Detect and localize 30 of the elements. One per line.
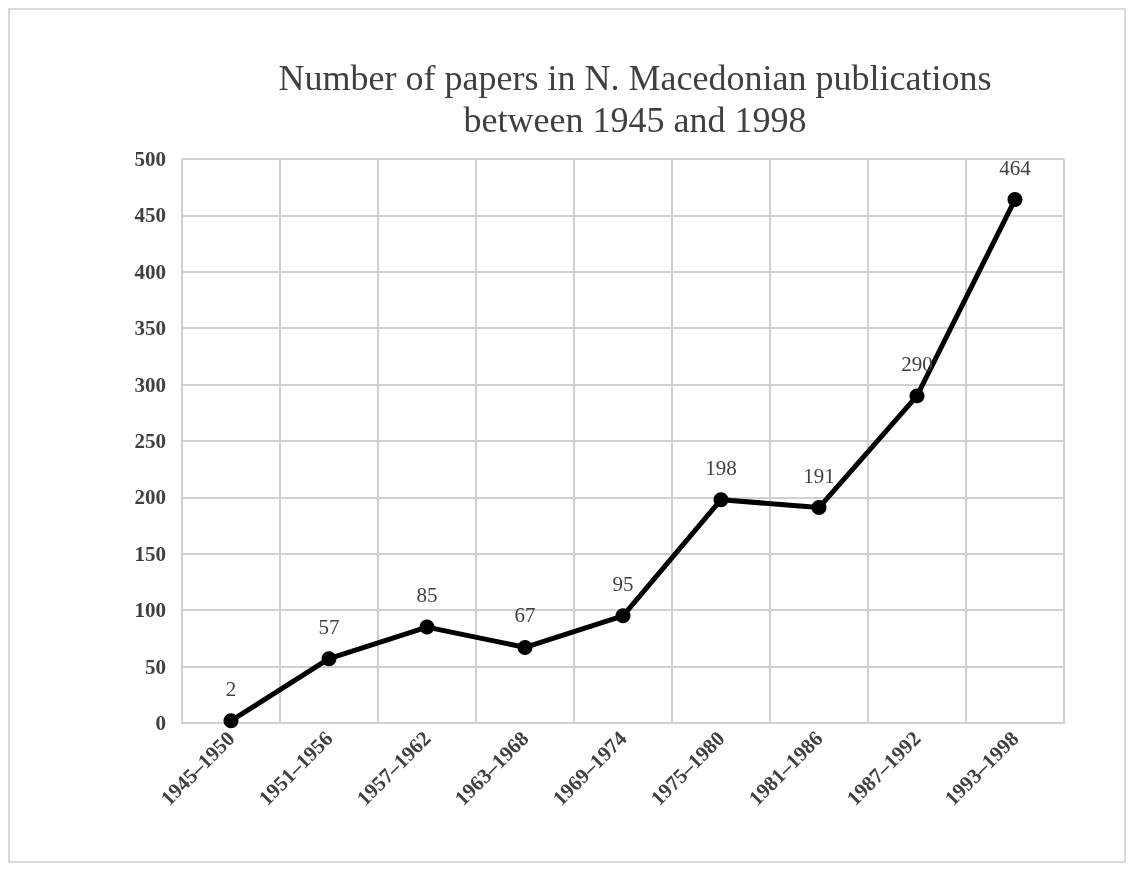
data-label: 85 bbox=[416, 583, 438, 608]
point bbox=[517, 639, 533, 655]
data-label: 191 bbox=[803, 463, 835, 488]
data-label: 57 bbox=[318, 614, 340, 639]
point bbox=[811, 500, 827, 516]
y-tick-label: 150 bbox=[134, 541, 166, 566]
y-tick-label: 200 bbox=[134, 485, 166, 510]
point bbox=[223, 713, 239, 729]
point bbox=[615, 608, 631, 624]
data-label: 2 bbox=[225, 676, 237, 701]
point bbox=[321, 651, 337, 667]
point bbox=[419, 619, 435, 635]
y-tick-label: 0 bbox=[155, 711, 166, 735]
y-tick-label: 400 bbox=[134, 259, 166, 284]
point bbox=[713, 492, 729, 508]
chart-title: Number of papers in N. Macedonian publications between 1945 and 1998 bbox=[278, 58, 992, 140]
data-label: 67 bbox=[514, 603, 536, 628]
y-tick-label: 100 bbox=[134, 598, 166, 623]
data-label: 290 bbox=[901, 351, 933, 376]
y-tick-label: 50 bbox=[145, 654, 166, 679]
data-label: 198 bbox=[705, 455, 737, 480]
y-tick-label: 500 bbox=[134, 147, 166, 171]
data-label: 95 bbox=[612, 571, 634, 596]
y-tick-label: 250 bbox=[134, 429, 166, 453]
point bbox=[909, 388, 925, 404]
y-tick-label: 300 bbox=[134, 372, 166, 397]
data-label: 464 bbox=[999, 155, 1032, 180]
y-tick-label: 350 bbox=[134, 316, 166, 341]
y-tick-label: 450 bbox=[134, 203, 166, 228]
point bbox=[1007, 192, 1023, 208]
